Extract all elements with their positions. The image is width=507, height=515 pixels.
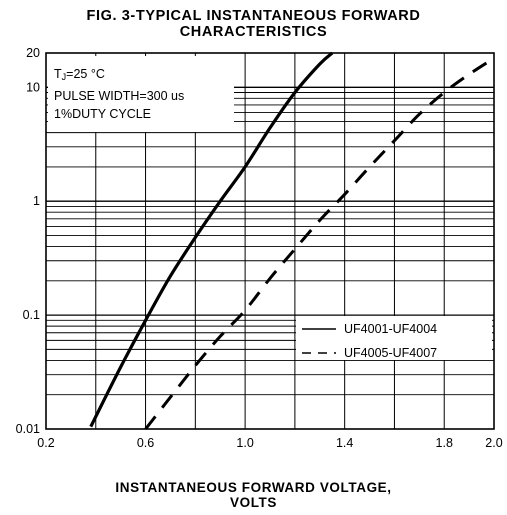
x-tick-label: 1.4 xyxy=(336,436,353,450)
annotation-pulse-width: PULSE WIDTH=300 us xyxy=(54,89,184,103)
y-tick-label: 0.1 xyxy=(23,308,40,322)
chart-title: FIG. 3-TYPICAL INSTANTANEOUS FORWARD CHA… xyxy=(0,8,507,40)
y-tick-label: 20 xyxy=(26,46,40,60)
annotation-duty-cycle: 1%DUTY CYCLE xyxy=(54,107,151,121)
x-axis-label-line1: INSTANTANEOUS FORWARD VOLTAGE, xyxy=(115,480,392,495)
chart-title-line1: FIG. 3-TYPICAL INSTANTANEOUS FORWARD xyxy=(86,8,421,24)
x-tick-label: 2.0 xyxy=(485,436,502,450)
x-tick-label: 1.0 xyxy=(236,436,253,450)
series-uf4005-uf4007 xyxy=(144,56,495,430)
x-tick-label: 1.8 xyxy=(436,436,453,450)
x-tick-label: 0.2 xyxy=(37,436,54,450)
plot-frame xyxy=(45,52,495,430)
x-axis-label: INSTANTANEOUS FORWARD VOLTAGE, VOLTS xyxy=(0,480,507,510)
y-tick-label: 10 xyxy=(26,80,40,94)
legend-entry: UF4001-UF4004 xyxy=(344,322,437,336)
annotation-temperature: TJ=25 °C xyxy=(54,67,105,82)
y-tick-label: 0.01 xyxy=(16,422,40,436)
x-tick-label: 0.6 xyxy=(137,436,154,450)
legend-box xyxy=(296,316,492,360)
x-axis-label-line2: VOLTS xyxy=(229,495,277,510)
y-tick-label: 1 xyxy=(33,194,40,208)
conditions-box xyxy=(48,56,234,132)
legend-entry: UF4005-UF4007 xyxy=(344,346,437,360)
series-uf4001-uf4004 xyxy=(89,51,334,428)
chart-title-line2: CHARACTERISTICS xyxy=(179,24,328,40)
